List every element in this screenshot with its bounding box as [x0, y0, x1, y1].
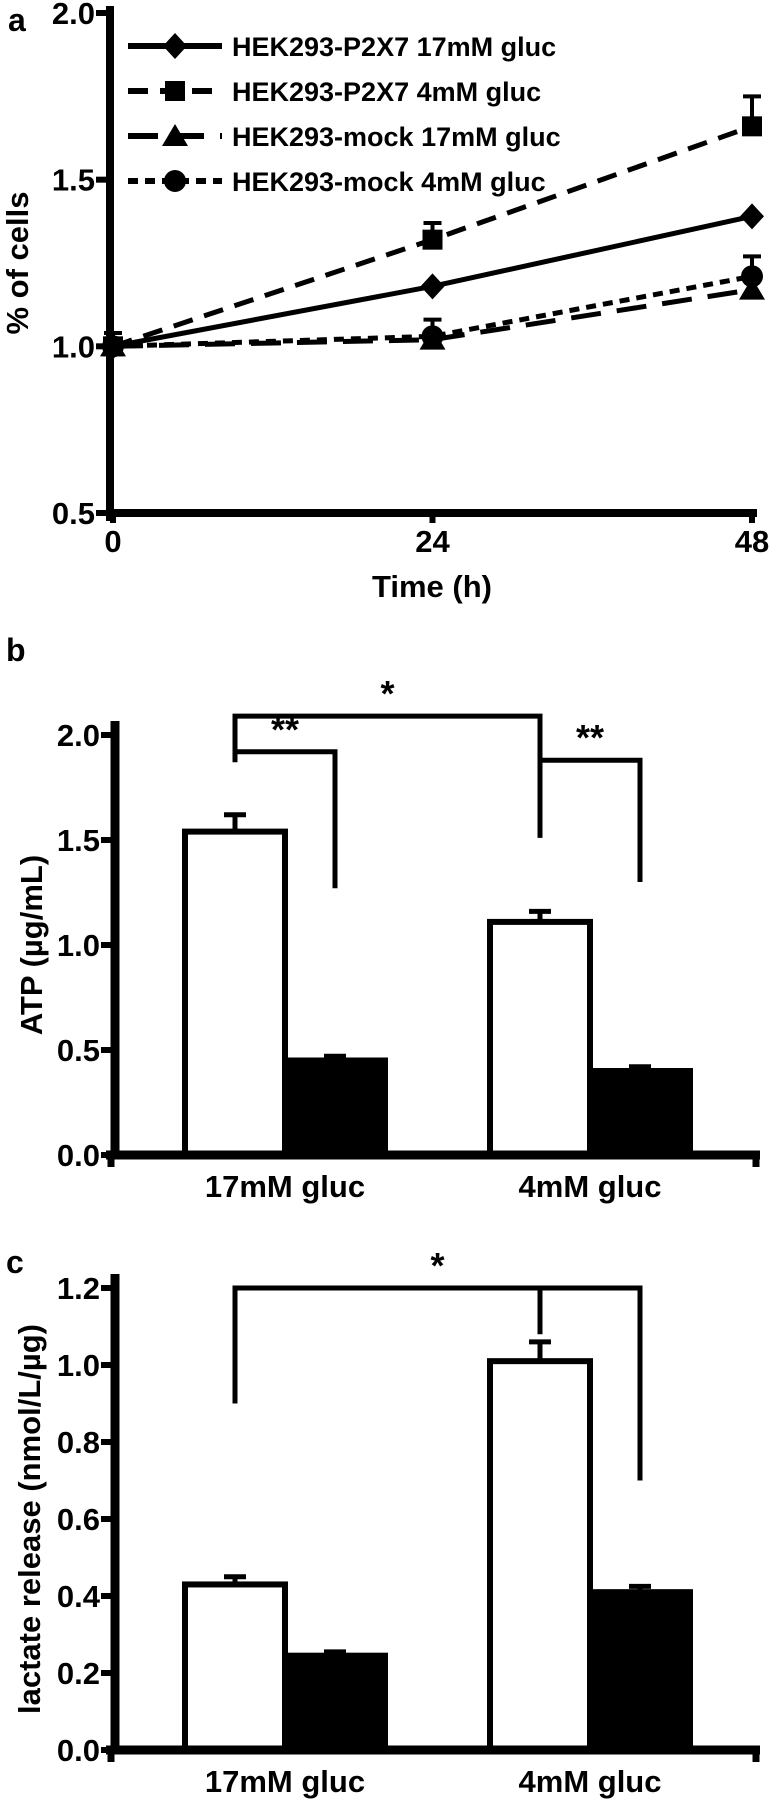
significance-bracket: [232, 713, 543, 838]
diamond-marker: [740, 203, 764, 230]
circle-marker: [164, 170, 186, 192]
legend-label: HEK293-mock 17mM gluc: [232, 122, 561, 152]
y-tick-label: 0.6: [57, 1502, 100, 1537]
filled-bar: [587, 1589, 693, 1754]
x-tick-label: 48: [735, 524, 769, 559]
category-label: 4mM gluc: [519, 1169, 662, 1204]
y-tick-label: 2.0: [57, 718, 100, 753]
x-tick-label: 24: [415, 524, 450, 559]
significance-stars: *: [430, 1245, 444, 1286]
y-tick-label: 2.0: [52, 0, 95, 31]
x-axis-title: Time (h): [372, 569, 492, 604]
y-tick-label: 0.5: [52, 496, 95, 531]
y-tick-label: 1.2: [57, 1271, 100, 1306]
diamond-marker: [163, 33, 187, 59]
y-tick-label: 1.5: [52, 163, 95, 198]
y-axis-title: ATP (µg/mL): [14, 855, 49, 1035]
open-bar: [182, 828, 288, 1158]
category-label: 4mM gluc: [519, 1764, 662, 1799]
circle-marker: [102, 335, 124, 358]
circle-marker: [421, 325, 444, 348]
y-tick-label: 0.0: [57, 1733, 100, 1768]
significance-stars: **: [576, 717, 604, 758]
y-axis-title: % of cells: [0, 192, 35, 335]
triangle-marker: [739, 277, 765, 300]
legend-label: HEK293-P2X7 4mM gluc: [232, 77, 541, 107]
square-marker: [422, 229, 443, 250]
y-tick-label: 1.5: [57, 823, 100, 858]
y-tick-label: 1.0: [57, 1348, 100, 1383]
filled-bar: [587, 1068, 693, 1158]
panel-b-label: b: [6, 632, 26, 668]
y-tick-label: 1.0: [57, 928, 100, 963]
y-tick-label: 1.0: [52, 329, 95, 364]
open-bar: [487, 918, 593, 1159]
significance-bracket: [235, 749, 338, 889]
panel-c-label: c: [6, 1244, 24, 1280]
category-label: 17mM gluc: [205, 1764, 365, 1799]
y-axis-title: lactate release (nmol/L/µg): [12, 1324, 47, 1714]
panel-a-label: a: [8, 2, 26, 38]
legend-label: HEK293-mock 4mM gluc: [232, 167, 546, 197]
triangle-marker: [162, 124, 188, 146]
legend-label: HEK293-P2X7 17mM gluc: [232, 32, 556, 62]
growth-line-chart: 0.5 1.0 1.5 2.0 0 24 48 Time (h) % of cells HEK29…: [0, 0, 769, 604]
y-tick-label: 0.8: [57, 1425, 100, 1460]
diamond-marker: [420, 273, 445, 300]
open-bar: [182, 1581, 288, 1753]
lactate-bar-chart: 0.0 0.2 0.4 0.6 0.8 1.0 1.2 lactate release (nm…: [12, 1245, 760, 1799]
square-marker: [742, 116, 762, 137]
open-bar: [487, 1358, 593, 1754]
series-line: [112, 273, 753, 349]
circle-marker: [741, 265, 763, 288]
x-tick-label: 0: [104, 524, 121, 559]
significance-stars: **: [271, 709, 299, 750]
y-tick-label: 0.0: [57, 1138, 100, 1173]
category-label: 17mM gluc: [205, 1169, 365, 1204]
y-tick-label: 0.5: [57, 1033, 100, 1068]
y-tick-label: 0.2: [57, 1656, 100, 1691]
significance-bracket: [540, 757, 643, 882]
y-tick-label: 0.4: [57, 1579, 101, 1614]
significance-bracket: [232, 1285, 643, 1481]
filled-bar: [282, 1057, 388, 1158]
square-marker: [165, 81, 185, 101]
significance-stars: *: [380, 673, 394, 714]
atp-bar-chart: 0.0 0.5 1.0 1.5 2.0 ATP (µg/mL) 17mM gluc 4mM g…: [14, 673, 760, 1204]
filled-bar: [282, 1652, 388, 1754]
